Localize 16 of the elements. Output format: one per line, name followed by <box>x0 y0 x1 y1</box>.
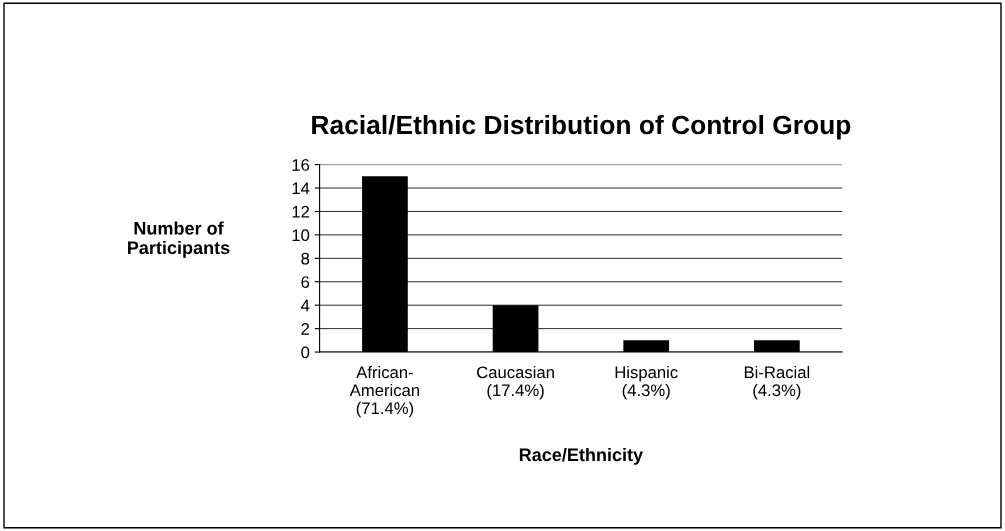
y-tick-label: 8 <box>301 252 310 265</box>
y-tick-label: 4 <box>300 299 310 312</box>
x-axis-title: Race/Ethnicity <box>519 447 644 465</box>
y-tick-label: 10 <box>292 229 310 242</box>
y-tick-label: 2 <box>301 323 310 335</box>
chart-title: Racial/Ethnic Distribution of Control Group <box>312 114 851 140</box>
y-tick-label: 0 <box>301 346 310 359</box>
x-tick-label: Hispanic (4.3%) <box>615 365 678 400</box>
y-tick-label: 12 <box>292 205 310 218</box>
x-tick-label: Bi-Racial (4.3%) <box>744 365 810 400</box>
y-axis-title: Number of Participants <box>128 221 230 258</box>
y-tick-label: 16 <box>292 159 310 171</box>
y-tick-label: 6 <box>301 276 310 288</box>
y-tick-label: 14 <box>292 182 310 195</box>
x-tick-label: African- American (71.4%) <box>349 365 420 418</box>
x-tick-label: Caucasian (17.4%) <box>477 365 554 400</box>
